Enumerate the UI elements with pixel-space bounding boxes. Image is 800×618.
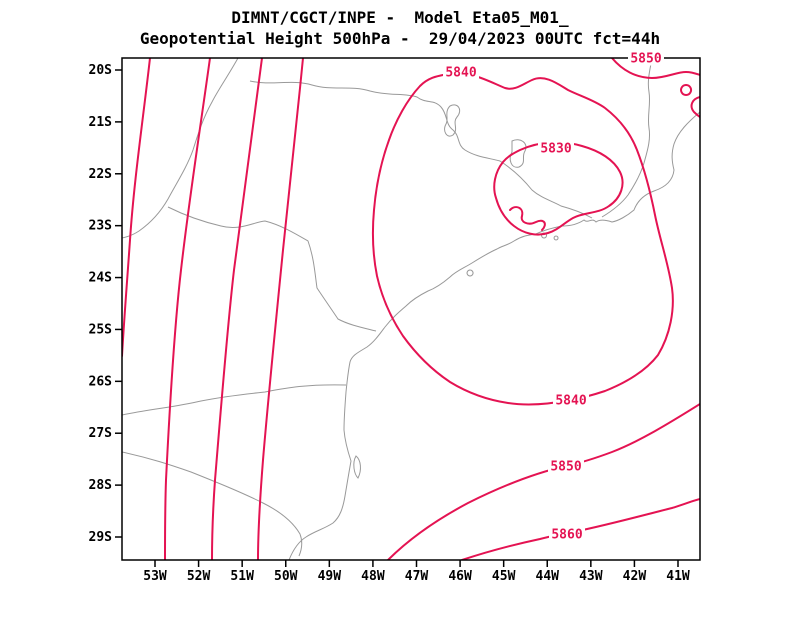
- plot-frame: [121, 57, 701, 561]
- x-axis-tick-label: 44W: [536, 569, 560, 584]
- map-outline-path: [353, 455, 361, 479]
- x-axis-tick-label: 45W: [492, 569, 516, 584]
- map-outline-path: [553, 235, 559, 241]
- contour-line-5850: [387, 403, 700, 560]
- contour-label: 5850: [630, 52, 661, 67]
- contour-label: 5840: [445, 66, 476, 81]
- y-axis-tick-label: 24S: [89, 271, 113, 286]
- map-outline-path: [288, 111, 700, 560]
- contour-label: 5850: [550, 460, 581, 475]
- map-outline-path: [167, 206, 377, 332]
- map-outline-path: [249, 80, 593, 219]
- y-axis-tick-label: 27S: [89, 426, 113, 441]
- y-axis-tick-label: 22S: [89, 167, 113, 182]
- y-axis-tick-label: 29S: [89, 530, 113, 545]
- contour-line-5840: [372, 72, 674, 406]
- map-outline-path: [601, 58, 653, 218]
- map-outline-path: [509, 139, 527, 168]
- contour-line-5830: [509, 206, 546, 231]
- contour-line: [122, 58, 151, 357]
- contour-label: 5840: [555, 394, 586, 409]
- contour-label-background: [549, 526, 585, 542]
- y-axis-tick-label: 28S: [89, 478, 113, 493]
- contour-label: 5860: [551, 528, 582, 543]
- contour-label-background: [553, 392, 589, 408]
- contour-label-background: [538, 140, 574, 156]
- contour-label: 5830: [540, 142, 571, 157]
- y-axis-tick-label: 23S: [89, 219, 113, 234]
- contour-line-5850: [680, 84, 693, 96]
- map-outline-path: [122, 58, 239, 239]
- contour-line: [257, 58, 304, 560]
- map-outline-path: [466, 269, 474, 277]
- chart-title-line1: DIMNT/CGCT/INPE - Model Eta05_M01_: [231, 8, 569, 27]
- x-axis-tick-label: 46W: [448, 569, 472, 584]
- y-axis-tick-label: 26S: [89, 374, 113, 389]
- contour-line-5830: [493, 141, 624, 236]
- contour-line: [164, 58, 211, 560]
- y-axis-tick-label: 20S: [89, 63, 113, 78]
- x-axis-tick-label: 49W: [318, 569, 342, 584]
- x-axis-tick-label: 51W: [230, 569, 254, 584]
- chart-title-line2: Geopotential Height 500hPa - 29/04/2023 …: [139, 29, 661, 48]
- map-outline-path: [122, 451, 303, 557]
- x-axis-tick-label: 42W: [623, 569, 647, 584]
- contour-label-background: [443, 64, 479, 80]
- x-axis-tick-label: 41W: [666, 569, 690, 584]
- y-axis-tick-label: 21S: [89, 115, 113, 130]
- contour-label-background: [548, 458, 584, 474]
- contour-line-5850: [611, 58, 700, 80]
- map-outline-path: [444, 104, 461, 137]
- contour-line-5850: [690, 96, 700, 118]
- x-axis-tick-label: 50W: [274, 569, 298, 584]
- x-axis-tick-label: 47W: [405, 569, 429, 584]
- contour-line: [211, 58, 263, 560]
- x-axis-tick-label: 43W: [579, 569, 603, 584]
- y-axis-tick-label: 25S: [89, 322, 113, 337]
- contour-label-background: [628, 50, 664, 66]
- x-axis-tick-label: 48W: [361, 569, 385, 584]
- x-axis-tick-label: 52W: [187, 569, 211, 584]
- x-axis-tick-label: 53W: [143, 569, 167, 584]
- map-outline-path: [122, 384, 347, 416]
